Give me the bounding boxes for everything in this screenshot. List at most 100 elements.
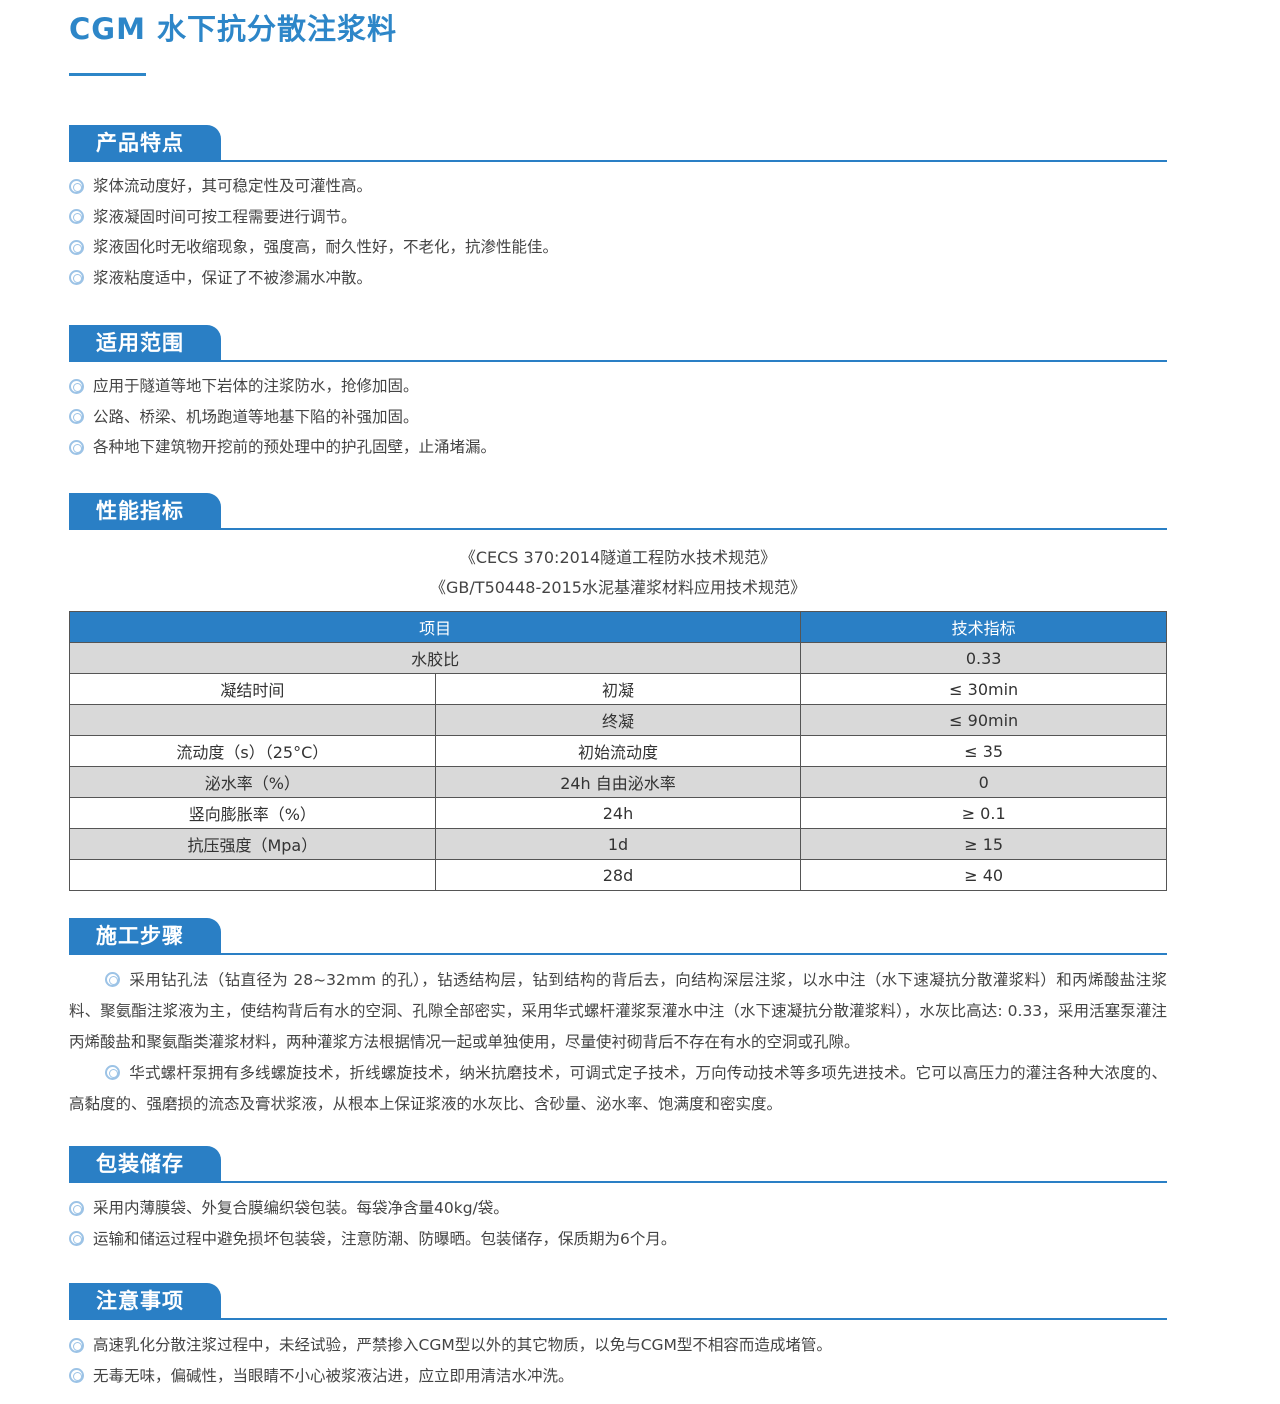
list-item: 浆液凝固时间可按工程需要进行调节。 [69, 202, 558, 233]
table-row: 水胶比 0.33 [68, 642, 1167, 674]
section-title: 注意事项 [69, 1283, 221, 1320]
packaging-list: 采用内薄膜袋、外复合膜编织袋包装。每袋净含量40kg/袋。运输和储运过程中避免损… [69, 1193, 676, 1254]
divider [69, 1181, 1167, 1183]
table-cell: ≤ 30min [800, 673, 1167, 705]
list-item: 采用内薄膜袋、外复合膜编织袋包装。每袋净含量40kg/袋。 [69, 1193, 676, 1224]
divider [69, 528, 1167, 530]
table-cell: 24h 自由泌水率 [434, 766, 802, 798]
standard-reference: 《CECS 370:2014隧道工程防水技术规范》 [459, 548, 777, 567]
table-cell: 凝结时间 [69, 673, 436, 705]
table-cell: ≥ 0.1 [800, 797, 1167, 829]
performance-table: 项目 技术指标 水胶比 0.33 凝结时间 初凝 ≤ 30min 终凝 ≤ 90min 流… [68, 611, 1167, 891]
list-item: 浆液固化时无收缩现象，强度高，耐久性好，不老化，抗渗性能佳。 [69, 232, 558, 263]
divider [69, 160, 1167, 162]
list-item-text: 采用内薄膜袋、外复合膜编织袋包装。每袋净含量40kg/袋。 [93, 1199, 509, 1217]
list-item: 高速乳化分散注浆过程中，未经试验，严禁掺入CGM型以外的其它物质，以免与CGM型… [69, 1330, 832, 1361]
bullet-icon [69, 378, 84, 394]
table-cell [69, 859, 436, 891]
list-item-text: 无毒无味，偏碱性，当眼睛不小心被浆液沾进，应立即用清洁水冲洗。 [93, 1366, 574, 1385]
bullet-icon [69, 439, 84, 455]
bullet-icon [69, 1368, 84, 1384]
list-item: 运输和储运过程中避免损坏包装袋，注意防潮、防曝晒。包装储存，保质期为6个月。 [69, 1224, 676, 1255]
notes-list: 高速乳化分散注浆过程中，未经试验，严禁掺入CGM型以外的其它物质，以免与CGM型… [69, 1330, 832, 1391]
bullet-icon [69, 270, 84, 286]
section-title: 产品特点 [69, 125, 221, 162]
standard-reference: 《GB/T50448-2015水泥基灌浆材料应用技术规范》 [430, 578, 806, 597]
list-item: 浆体流动度好，其可稳定性及可灌性高。 [69, 171, 558, 202]
list-item-text: 应用于隧道等地下岩体的注浆防水，抢修加固。 [93, 377, 419, 395]
table-row: 终凝 ≤ 90min [69, 704, 1167, 736]
page-title: CGM 水下抗分散注浆料 [69, 12, 398, 46]
divider [69, 1318, 1167, 1320]
table-cell [69, 704, 436, 736]
paragraph-text: 华式螺杆泵拥有多线螺旋技术，折线螺旋技术，纳米抗磨技术，可调式定子技术，万向传动… [69, 1064, 1167, 1113]
section-header-steps: 施工步骤 [69, 918, 1167, 955]
list-item-text: 公路、桥梁、机场跑道等地基下陷的补强加固。 [93, 407, 419, 426]
bullet-icon [69, 1231, 84, 1247]
list-item-text: 各种地下建筑物开挖前的预处理中的护孔固壁，止涌堵漏。 [93, 438, 497, 456]
list-item-text: 浆液凝固时间可按工程需要进行调节。 [93, 207, 357, 226]
list-item-text: 浆液固化时无收缩现象，强度高，耐久性好，不老化，抗渗性能佳。 [93, 238, 559, 256]
table-row: 28d ≥ 40 [69, 859, 1167, 891]
section-title: 性能指标 [69, 493, 221, 530]
table-cell: 1d [434, 828, 802, 860]
features-list: 浆体流动度好，其可稳定性及可灌性高。浆液凝固时间可按工程需要进行调节。浆液固化时… [69, 171, 558, 293]
table-cell: 流动度（s）（25°C） [69, 735, 436, 767]
section-title: 施工步骤 [69, 918, 221, 955]
table-cell: ≥ 40 [800, 859, 1167, 891]
table-header-row: 项目 技术指标 [68, 611, 1167, 643]
list-item-text: 高速乳化分散注浆过程中，未经试验，严禁掺入CGM型以外的其它物质，以免与CGM型… [93, 1336, 832, 1354]
section-title: 适用范围 [69, 325, 221, 362]
table-row: 凝结时间 初凝 ≤ 30min [69, 673, 1167, 705]
bullet-icon [69, 178, 84, 194]
section-header-features: 产品特点 [69, 125, 1167, 162]
list-item: 公路、桥梁、机场跑道等地基下陷的补强加固。 [69, 402, 496, 433]
table-cell: 泌水率（%） [69, 766, 436, 798]
table-cell: 28d [434, 859, 802, 891]
paragraph: 采用钻孔法（钻直径为 28~32mm 的孔），钻透结构层，钻到结构的背后去，向结… [69, 965, 1167, 1058]
divider [69, 360, 1167, 362]
section-header-scope: 适用范围 [69, 325, 1167, 362]
header-cell: 技术指标 [800, 611, 1167, 643]
list-item: 应用于隧道等地下岩体的注浆防水，抢修加固。 [69, 371, 496, 402]
table-cell: 0 [800, 766, 1167, 798]
table-row: 泌水率（%） 24h 自由泌水率 0 [69, 766, 1167, 798]
list-item-text: 运输和储运过程中避免损坏包装袋，注意防潮、防曝晒。包装储存，保质期为6个月。 [93, 1229, 677, 1248]
section-header-packaging: 包装储存 [69, 1146, 1167, 1183]
paragraph-text: 采用钻孔法（钻直径为 28~32mm 的孔），钻透结构层，钻到结构的背后去，向结… [69, 971, 1167, 1051]
table-cell: 24h [434, 797, 802, 829]
standards: 《CECS 370:2014隧道工程防水技术规范》 《GB/T50448-201… [69, 543, 1167, 603]
table-cell: 初始流动度 [434, 735, 802, 767]
bullet-icon [69, 409, 84, 425]
bullet-icon [69, 239, 84, 255]
table-row: 流动度（s）（25°C） 初始流动度 ≤ 35 [69, 735, 1167, 767]
table-cell: ≥ 15 [800, 828, 1167, 860]
table-row: 竖向膨胀率（%） 24h ≥ 0.1 [69, 797, 1167, 829]
header-cell: 项目 [68, 611, 802, 643]
table-row: 抗压强度（Mpa） 1d ≥ 15 [69, 828, 1167, 860]
paragraph: 华式螺杆泵拥有多线螺旋技术，折线螺旋技术，纳米抗磨技术，可调式定子技术，万向传动… [69, 1058, 1167, 1120]
divider [69, 953, 1167, 955]
list-item: 各种地下建筑物开挖前的预处理中的护孔固壁，止涌堵漏。 [69, 432, 496, 463]
bullet-icon [69, 1337, 84, 1353]
steps-text: 采用钻孔法（钻直径为 28~32mm 的孔），钻透结构层，钻到结构的背后去，向结… [69, 965, 1167, 1120]
table-cell: 竖向膨胀率（%） [69, 797, 436, 829]
list-item: 无毒无味，偏碱性，当眼睛不小心被浆液沾进，应立即用清洁水冲洗。 [69, 1361, 832, 1392]
title-underline [69, 73, 146, 76]
bullet-icon [105, 972, 120, 987]
bullet-icon [69, 1200, 84, 1216]
table-cell: 0.33 [800, 642, 1167, 674]
table-cell: 抗压强度（Mpa） [69, 828, 436, 860]
bullet-icon [105, 1065, 120, 1080]
table-cell: 终凝 [434, 704, 802, 736]
section-title: 包装储存 [69, 1146, 221, 1183]
table-cell: 水胶比 [68, 642, 802, 674]
table-cell: 初凝 [434, 673, 802, 705]
section-header-notes: 注意事项 [69, 1283, 1167, 1320]
section-header-performance: 性能指标 [69, 493, 1167, 530]
table-cell: ≤ 35 [800, 735, 1167, 767]
table-cell: ≤ 90min [800, 704, 1167, 736]
scope-list: 应用于隧道等地下岩体的注浆防水，抢修加固。 公路、桥梁、机场跑道等地基下陷的补强加… [69, 371, 496, 463]
list-item-text: 浆液粘度适中，保证了不被渗漏水冲散。 [93, 268, 373, 287]
list-item: 浆液粘度适中，保证了不被渗漏水冲散。 [69, 263, 558, 294]
